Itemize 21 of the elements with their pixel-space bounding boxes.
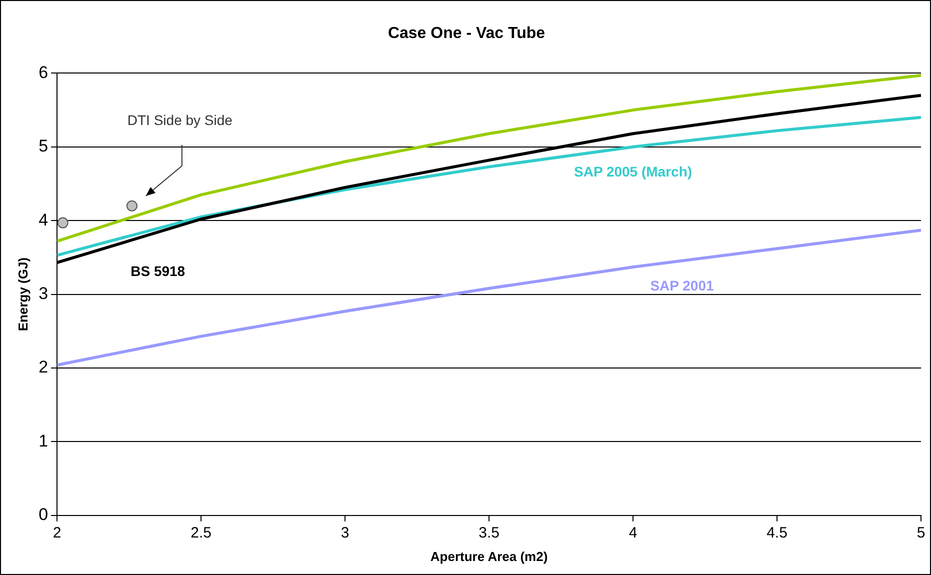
x-tick-label: 5 bbox=[916, 524, 926, 542]
x-tick-label: 3.5 bbox=[478, 524, 500, 542]
series-label: SAP 2005 (March) bbox=[574, 163, 692, 180]
x-tick-label: 2.5 bbox=[190, 524, 212, 542]
text: DTI Side by Side bbox=[127, 112, 233, 128]
y-tick-label: 0 bbox=[38, 505, 48, 524]
y-tick-label: 6 bbox=[38, 62, 48, 82]
series-label: SAP 2001 bbox=[650, 278, 714, 294]
x-tick-label: 2 bbox=[52, 524, 62, 542]
y-tick-label: 1 bbox=[38, 431, 48, 450]
x-axis-title: Aperture Area (m2) bbox=[430, 548, 548, 564]
y-tick-label: 4 bbox=[38, 210, 48, 230]
y-tick-label: 5 bbox=[38, 136, 48, 156]
y-tick-label: 2 bbox=[38, 358, 48, 377]
x-tick-label: 4 bbox=[628, 524, 638, 542]
x-tick-label: 4.5 bbox=[766, 524, 788, 542]
y-axis-title: Energy (GJ) bbox=[15, 257, 30, 332]
x-tick-label: 3 bbox=[340, 524, 350, 542]
y-tick-label: 3 bbox=[38, 284, 48, 303]
series-label: BS 5918 bbox=[130, 262, 186, 279]
chart-title: Case One - Vac Tube bbox=[388, 25, 546, 42]
